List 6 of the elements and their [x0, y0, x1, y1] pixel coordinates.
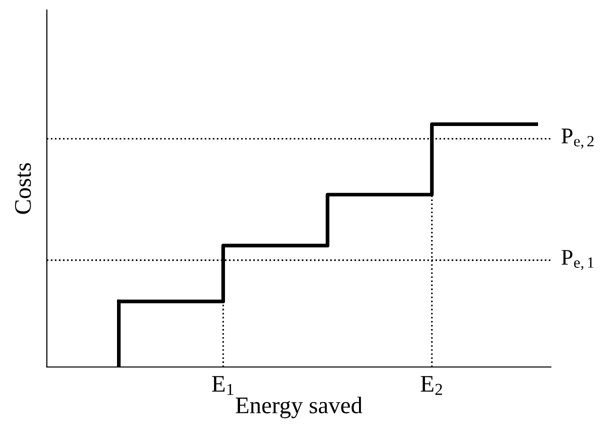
x-tick-label: E$_{1}$	[212, 376, 234, 395]
x-axis-title: Energy saved	[236, 396, 362, 418]
x-tick-label: E$_{2}$	[420, 376, 442, 395]
ref-line-label: P$_{e,1}$	[562, 250, 594, 270]
y-axis-title: Costs	[15, 163, 31, 214]
ref-line-label: P$_{e,2}$	[562, 128, 594, 149]
